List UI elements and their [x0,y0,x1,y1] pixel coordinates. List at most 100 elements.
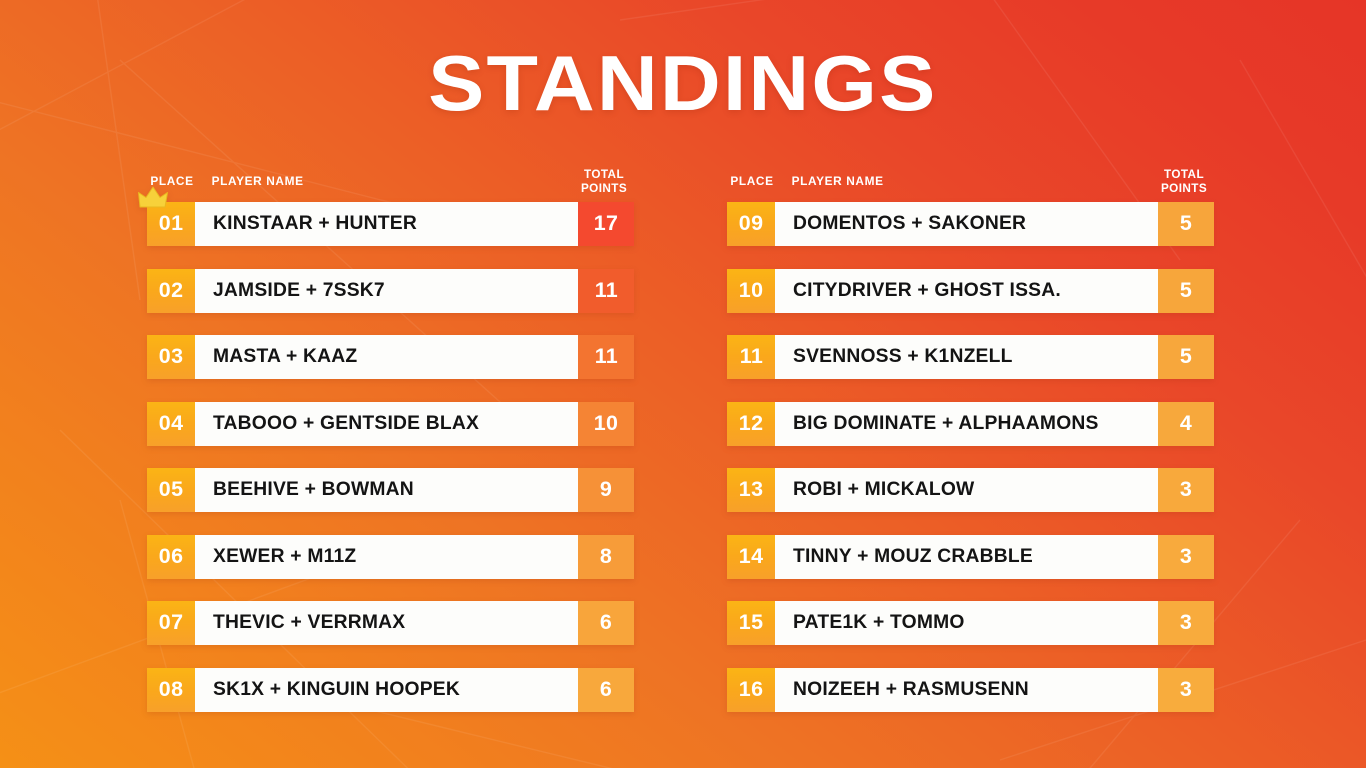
place-number: 04 [158,411,184,435]
standings-column-left: PLACE PLAYER NAME TOTAL POINTS 01 KINSTAA… [138,168,634,734]
total-points-value: 3 [1179,677,1193,701]
player-name: CITYDRIVER + GHOST ISSA. [793,279,1061,301]
player-name: SK1X + KINGUIN HOOPEK [213,678,460,700]
player-name-cell: MASTA + KAAZ [195,335,578,379]
total-points-badge: 17 [578,202,634,246]
place-badge: 13 [727,468,775,512]
table-row[interactable]: 11 SVENNOSS + K1NZELL 5 [727,335,1214,379]
table-row[interactable]: 16 NOIZEEH + RASMUSENN 3 [727,667,1214,712]
table-row[interactable]: 08 SK1X + KINGUIN HOOPEK 6 [147,667,634,712]
total-points-badge: 11 [578,335,634,379]
place-badge: 03 [147,335,195,379]
player-name: BIG DOMINATE + ALPHAAMONS [793,412,1099,434]
place-badge: 08 [147,667,195,712]
place-badge: 01 [138,186,195,246]
total-points-value: 11 [594,345,618,368]
table-row[interactable]: 06 XEWER + M11Z 8 [147,534,634,579]
player-name: NOIZEEH + RASMUSENN [793,678,1029,700]
place-number: 07 [158,611,184,634]
total-points-value: 8 [599,544,613,568]
player-name-cell: SVENNOSS + K1NZELL [775,335,1158,379]
place-badge: 02 [147,268,195,313]
standings-rows-right: 09 DOMENTOS + SAKONER 5 10 CITYDRIVER + GHOS… [727,202,1214,712]
player-name-cell: TINNY + MOUZ CRABBLE [775,534,1158,579]
table-row[interactable]: 13 ROBI + MICKALOW 3 [727,468,1214,512]
total-points-value: 5 [1179,278,1193,302]
table-row[interactable]: 01 KINSTAAR + HUNTER 17 [138,186,634,246]
table-row[interactable]: 03 MASTA + KAAZ 11 [147,335,634,379]
total-points-badge: 3 [1158,667,1214,712]
header-total-points: TOTAL POINTS [573,168,634,196]
player-name-cell: PATE1K + TOMMO [775,601,1158,645]
total-points-value: 6 [599,677,613,701]
player-name-cell: NOIZEEH + RASMUSENN [775,667,1158,712]
table-row[interactable]: 14 TINNY + MOUZ CRABBLE 3 [727,534,1214,579]
player-name-cell: BIG DOMINATE + ALPHAAMONS [775,401,1158,446]
place-badge: 14 [727,534,775,579]
player-name: XEWER + M11Z [213,545,357,567]
table-row[interactable]: 02 JAMSIDE + 7SSK7 11 [147,268,634,313]
place-number: 12 [738,411,764,435]
header-player-name: PLAYER NAME [211,176,304,188]
player-name: JAMSIDE + 7SSK7 [213,279,385,301]
header-total-points-line2: POINTS [1160,183,1208,195]
total-points-value: 4 [1179,411,1193,435]
player-name: MASTA + KAAZ [213,346,358,367]
place-badge: 11 [727,335,775,379]
header-place: PLACE [150,176,194,188]
table-row[interactable]: 15 PATE1K + TOMMO 3 [727,601,1214,645]
total-points-badge: 5 [1158,202,1214,246]
header-total-points: TOTAL POINTS [1153,168,1214,196]
place-number: 15 [738,611,764,634]
total-points-value: 5 [1179,345,1193,368]
table-row[interactable]: 12 BIG DOMINATE + ALPHAAMONS 4 [727,401,1214,446]
player-name-cell: JAMSIDE + 7SSK7 [195,268,578,313]
player-name-cell: DOMENTOS + SAKONER [775,202,1158,246]
place-badge: 12 [727,401,775,446]
place-number: 08 [158,677,184,701]
place-badge: 15 [727,601,775,645]
total-points-value: 17 [593,212,619,235]
title-bar: STANDINGS [0,44,1366,122]
place-number: 06 [158,544,184,568]
column-header-right: PLACE PLAYER NAME TOTAL POINTS [727,168,1214,202]
table-row[interactable]: 07 THEVIC + VERRMAX 6 [147,601,634,645]
header-total-points-line2: POINTS [580,183,628,195]
total-points-badge: 5 [1158,268,1214,313]
table-row[interactable]: 09 DOMENTOS + SAKONER 5 [727,202,1214,246]
total-points-badge: 9 [578,468,634,512]
table-row[interactable]: 10 CITYDRIVER + GHOST ISSA. 5 [727,268,1214,313]
table-row[interactable]: 04 TABOOO + GENTSIDE BLAX 10 [147,401,634,446]
place-badge: 05 [147,468,195,512]
player-name: DOMENTOS + SAKONER [793,213,1027,234]
place-number: 11 [739,345,763,368]
total-points-badge: 10 [578,401,634,446]
total-points-badge: 3 [1158,534,1214,579]
player-name: ROBI + MICKALOW [793,479,975,500]
total-points-badge: 11 [578,268,634,313]
place-number: 01 [158,212,184,235]
player-name-cell: CITYDRIVER + GHOST ISSA. [775,268,1158,313]
place-number: 09 [738,212,764,235]
place-badge: 06 [147,534,195,579]
place-number: 02 [158,278,184,302]
place-badge: 16 [727,667,775,712]
player-name-cell: ROBI + MICKALOW [775,468,1158,512]
table-row[interactable]: 05 BEEHIVE + BOWMAN 9 [147,468,634,512]
total-points-badge: 5 [1158,335,1214,379]
total-points-badge: 4 [1158,401,1214,446]
total-points-badge: 3 [1158,601,1214,645]
total-points-value: 6 [599,611,613,634]
player-name: SVENNOSS + K1NZELL [793,346,1013,367]
player-name-cell: THEVIC + VERRMAX [195,601,578,645]
header-player-name: PLAYER NAME [791,176,884,188]
page-title: STANDINGS [428,39,938,127]
place-badge: 04 [147,401,195,446]
total-points-badge: 8 [578,534,634,579]
total-points-value: 10 [593,411,619,435]
total-points-value: 3 [1179,478,1193,501]
place-number: 16 [738,677,764,701]
total-points-value: 9 [599,478,613,501]
total-points-badge: 6 [578,601,634,645]
